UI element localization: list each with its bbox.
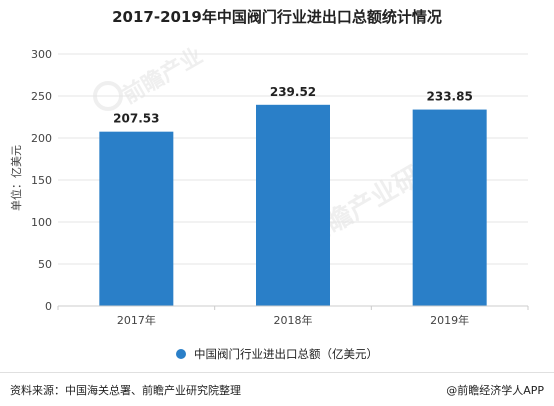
data-label: 239.52 [270,85,316,99]
chart-area: 前瞻产业 前瞻产业研究院 0 50 100 150 200 250 300 207.53 23… [0,30,554,346]
bar [412,109,487,306]
bar [256,104,330,307]
y-tick-label: 200 [31,132,52,145]
x-axis-ticks: 2017年 2018年 2019年 [57,306,529,327]
data-labels: 207.53 239.52 233.85 [113,85,473,126]
x-tick-label: 2017年 [117,313,156,327]
y-tick-label: 150 [31,174,52,187]
bar [99,131,174,306]
chart-title: 2017-2019年中国阀门行业进出口总额统计情况 [112,8,442,26]
legend-label: 中国阀门行业进出口总额（亿美元） [194,347,378,361]
y-tick-label: 250 [31,90,52,103]
data-label: 233.85 [427,90,473,104]
y-tick-label: 100 [31,216,52,229]
bars [99,104,487,307]
y-tick-label: 50 [38,258,52,271]
x-tick-label: 2019年 [430,313,469,327]
watermark-text-1: 前瞻产业 [118,43,207,110]
data-label: 207.53 [113,112,159,126]
legend-marker [176,349,186,359]
y-tick-label: 300 [31,48,52,61]
x-tick-label: 2018年 [274,313,313,327]
y-tick-label: 0 [45,300,52,313]
source-note: 资料来源：中国海关总署、前瞻产业研究院整理 [10,383,241,397]
y-axis-ticks: 0 50 100 150 200 250 300 [31,48,52,313]
y-axis-label: 单位：亿美元 [9,145,23,211]
brand-credit: @前瞻经济学人APP [446,383,544,397]
footer: 资料来源：中国海关总署、前瞻产业研究院整理 @前瞻经济学人APP [0,372,554,406]
legend: 中国阀门行业进出口总额（亿美元） [0,346,554,362]
